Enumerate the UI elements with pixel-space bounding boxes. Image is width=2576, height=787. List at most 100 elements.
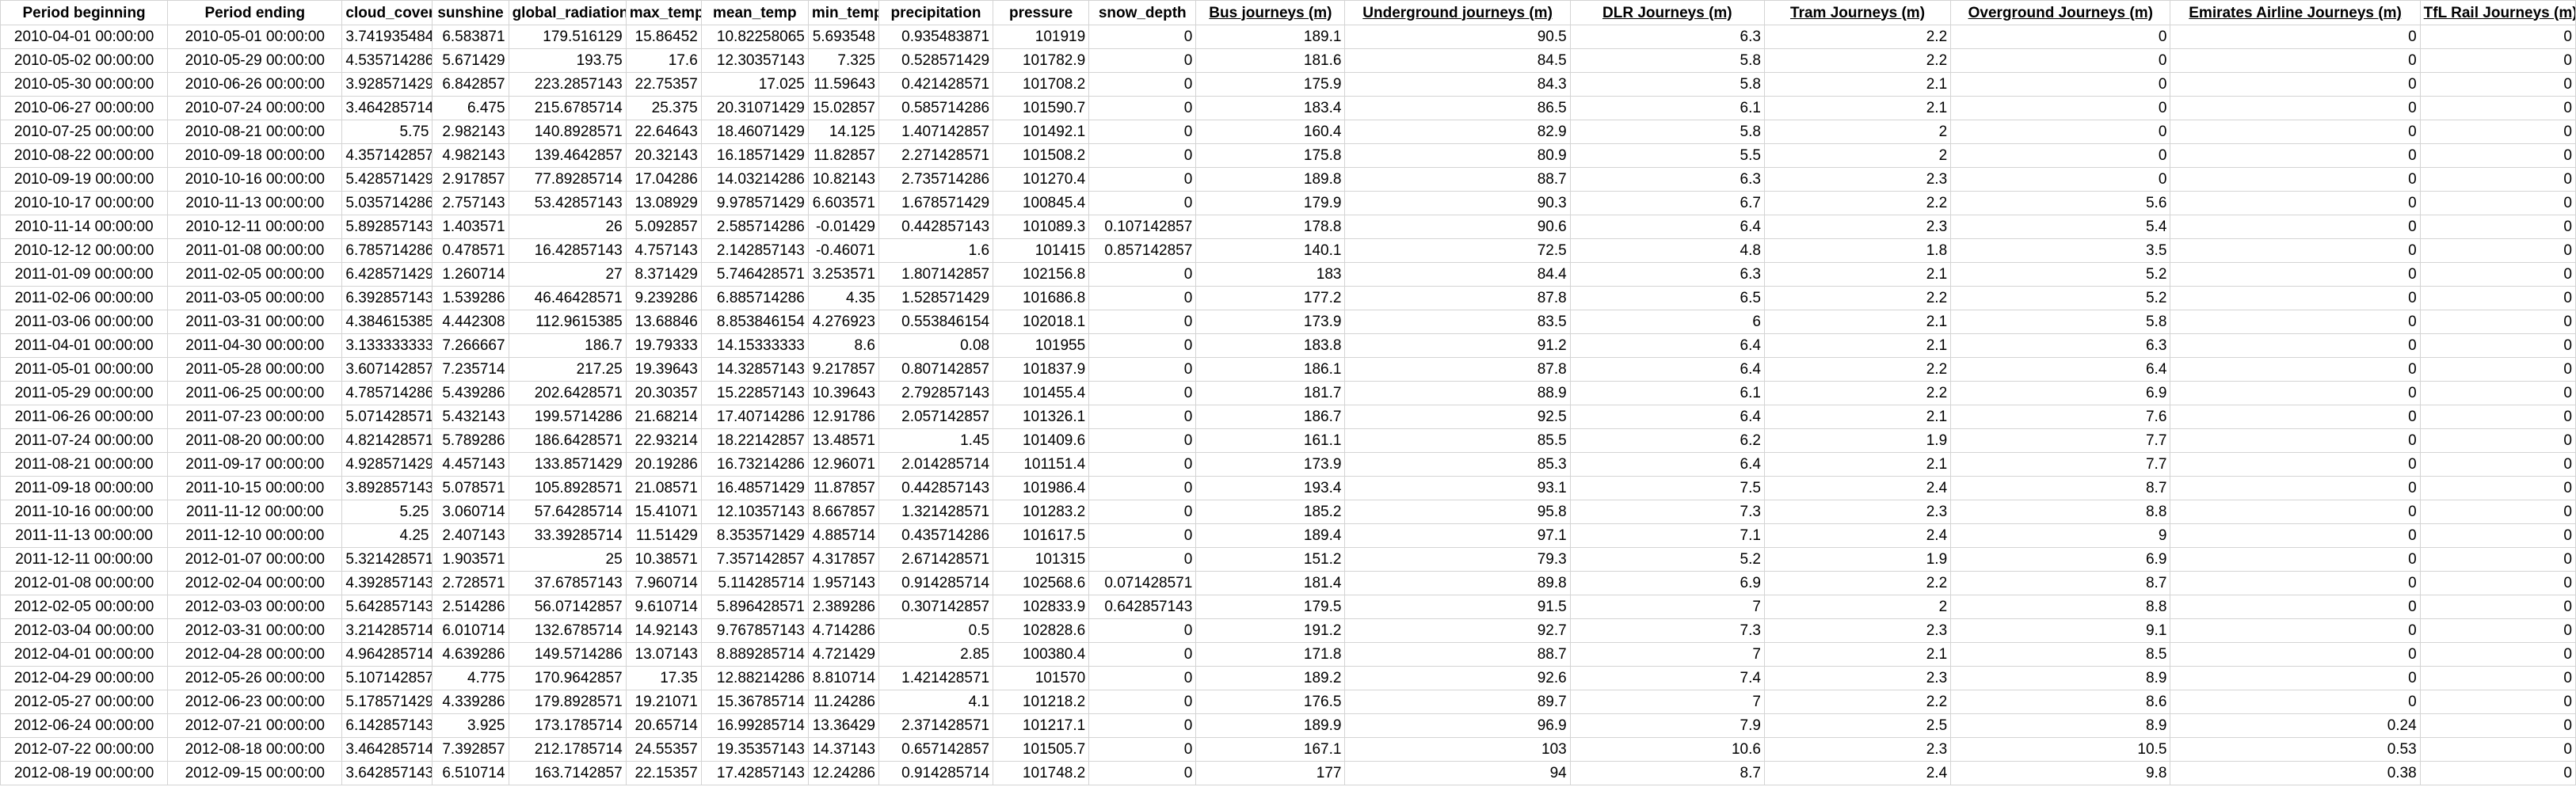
table-cell[interactable]: 8.667857 (807, 500, 879, 524)
table-cell[interactable]: 7 (1569, 642, 1765, 667)
table-cell[interactable]: 57.64285714 (508, 500, 627, 524)
table-cell[interactable]: 6 (1569, 310, 1765, 334)
table-cell[interactable]: 181.4 (1195, 571, 1346, 595)
table-cell[interactable]: 2010-05-01 00:00:00 (167, 25, 343, 49)
table-cell[interactable]: 186.6428571 (508, 428, 627, 453)
table-cell[interactable]: 6.142857143 (341, 713, 433, 738)
table-cell[interactable]: 223.2857143 (508, 72, 627, 97)
table-cell[interactable]: 79.3 (1344, 547, 1571, 572)
table-cell[interactable]: 0 (1088, 428, 1197, 453)
table-cell[interactable]: 0.914285714 (878, 571, 994, 595)
table-cell[interactable]: 2011-09-17 00:00:00 (167, 452, 343, 477)
table-cell[interactable]: 2010-11-13 00:00:00 (167, 191, 343, 215)
table-cell[interactable]: 185.2 (1195, 500, 1346, 524)
column-header[interactable]: Period beginning (0, 0, 169, 25)
table-cell[interactable]: 2012-08-18 00:00:00 (167, 737, 343, 762)
table-cell[interactable]: 84.5 (1344, 48, 1571, 73)
table-cell[interactable]: 0 (1950, 96, 2171, 120)
table-cell[interactable]: 2011-12-11 00:00:00 (0, 547, 169, 572)
table-cell[interactable]: 5.2 (1950, 262, 2171, 287)
table-cell[interactable]: 4.442308 (432, 310, 509, 334)
table-cell[interactable]: 2.917857 (432, 167, 509, 192)
table-cell[interactable]: 0 (2419, 642, 2576, 667)
table-cell[interactable]: 101455.4 (993, 381, 1090, 405)
table-cell[interactable]: 4.757143 (625, 238, 702, 263)
table-cell[interactable]: 10.82258065 (700, 25, 809, 49)
table-cell[interactable]: 2012-07-21 00:00:00 (167, 713, 343, 738)
table-cell[interactable]: 13.48571 (807, 428, 879, 453)
table-cell[interactable]: 2.4 (1763, 523, 1952, 548)
table-cell[interactable]: 2012-03-31 00:00:00 (167, 618, 343, 643)
table-cell[interactable]: 2 (1763, 595, 1952, 619)
table-cell[interactable]: 101218.2 (993, 690, 1090, 714)
table-cell[interactable]: 0 (1950, 48, 2171, 73)
table-cell[interactable]: 186.7 (508, 333, 627, 358)
table-cell[interactable]: 10.38571 (625, 547, 702, 572)
table-cell[interactable]: 9.239286 (625, 286, 702, 310)
table-cell[interactable]: 1.9 (1763, 547, 1952, 572)
table-cell[interactable]: 6.842857 (432, 72, 509, 97)
table-cell[interactable]: 2.1 (1763, 405, 1952, 429)
table-cell[interactable]: 1.678571429 (878, 191, 994, 215)
table-cell[interactable]: 7.4 (1569, 666, 1765, 690)
table-cell[interactable]: 6.9 (1569, 571, 1765, 595)
table-cell[interactable]: 7.7 (1950, 428, 2171, 453)
table-cell[interactable]: 4.982143 (432, 143, 509, 168)
table-cell[interactable]: 0 (2419, 238, 2576, 263)
table-cell[interactable]: 5.114285714 (700, 571, 809, 595)
table-cell[interactable]: 83.5 (1344, 310, 1571, 334)
table-cell[interactable]: 1.260714 (432, 262, 509, 287)
table-cell[interactable]: 189.1 (1195, 25, 1346, 49)
table-cell[interactable]: 0 (2170, 523, 2421, 548)
table-cell[interactable]: 0 (2419, 523, 2576, 548)
table-cell[interactable]: 5.671429 (432, 48, 509, 73)
table-cell[interactable]: 88.7 (1344, 167, 1571, 192)
table-cell[interactable]: 2011-11-13 00:00:00 (0, 523, 169, 548)
table-cell[interactable]: 2.389286 (807, 595, 879, 619)
table-cell[interactable]: 2.3 (1763, 167, 1952, 192)
table-cell[interactable]: 0 (1088, 713, 1197, 738)
table-cell[interactable]: 15.41071 (625, 500, 702, 524)
table-cell[interactable]: 4.457143 (432, 452, 509, 477)
table-cell[interactable]: 2011-10-16 00:00:00 (0, 500, 169, 524)
table-cell[interactable]: 7.9 (1569, 713, 1765, 738)
table-cell[interactable]: 0 (2419, 405, 2576, 429)
table-cell[interactable]: 101505.7 (993, 737, 1090, 762)
table-cell[interactable]: 2011-05-29 00:00:00 (0, 381, 169, 405)
table-cell[interactable]: 140.8928571 (508, 120, 627, 144)
table-cell[interactable]: 17.42857143 (700, 761, 809, 785)
table-cell[interactable]: 0 (2170, 428, 2421, 453)
table-cell[interactable]: 100845.4 (993, 191, 1090, 215)
table-cell[interactable]: 0 (2419, 595, 2576, 619)
table-cell[interactable]: 2.585714286 (700, 215, 809, 239)
table-cell[interactable]: 3.925 (432, 713, 509, 738)
table-cell[interactable]: 10.6 (1569, 737, 1765, 762)
table-cell[interactable]: 2012-05-26 00:00:00 (167, 666, 343, 690)
table-cell[interactable]: 5.5 (1569, 143, 1765, 168)
table-cell[interactable]: 2012-03-03 00:00:00 (167, 595, 343, 619)
table-cell[interactable]: 87.8 (1344, 286, 1571, 310)
table-cell[interactable]: 22.15357 (625, 761, 702, 785)
table-cell[interactable]: 2011-08-21 00:00:00 (0, 452, 169, 477)
table-cell[interactable]: 2.514286 (432, 595, 509, 619)
table-cell[interactable]: 26 (508, 215, 627, 239)
table-cell[interactable]: 2010-08-21 00:00:00 (167, 120, 343, 144)
table-cell[interactable]: 86.5 (1344, 96, 1571, 120)
table-cell[interactable]: 2.3 (1763, 500, 1952, 524)
table-cell[interactable]: 6.3 (1569, 262, 1765, 287)
table-cell[interactable]: 0.071428571 (1088, 571, 1197, 595)
table-cell[interactable]: 14.125 (807, 120, 879, 144)
table-cell[interactable]: 85.5 (1344, 428, 1571, 453)
table-cell[interactable]: 6.4 (1569, 405, 1765, 429)
table-cell[interactable]: 101326.1 (993, 405, 1090, 429)
table-cell[interactable]: 17.35 (625, 666, 702, 690)
table-cell[interactable]: 2011-07-24 00:00:00 (0, 428, 169, 453)
table-cell[interactable]: 2.2 (1763, 48, 1952, 73)
table-cell[interactable]: 20.32143 (625, 143, 702, 168)
table-cell[interactable]: 0 (2170, 690, 2421, 714)
table-cell[interactable]: 2011-03-31 00:00:00 (167, 310, 343, 334)
table-cell[interactable]: 101590.7 (993, 96, 1090, 120)
table-cell[interactable]: 5.789286 (432, 428, 509, 453)
table-cell[interactable]: 2012-05-27 00:00:00 (0, 690, 169, 714)
table-cell[interactable]: 3.464285714 (341, 737, 433, 762)
